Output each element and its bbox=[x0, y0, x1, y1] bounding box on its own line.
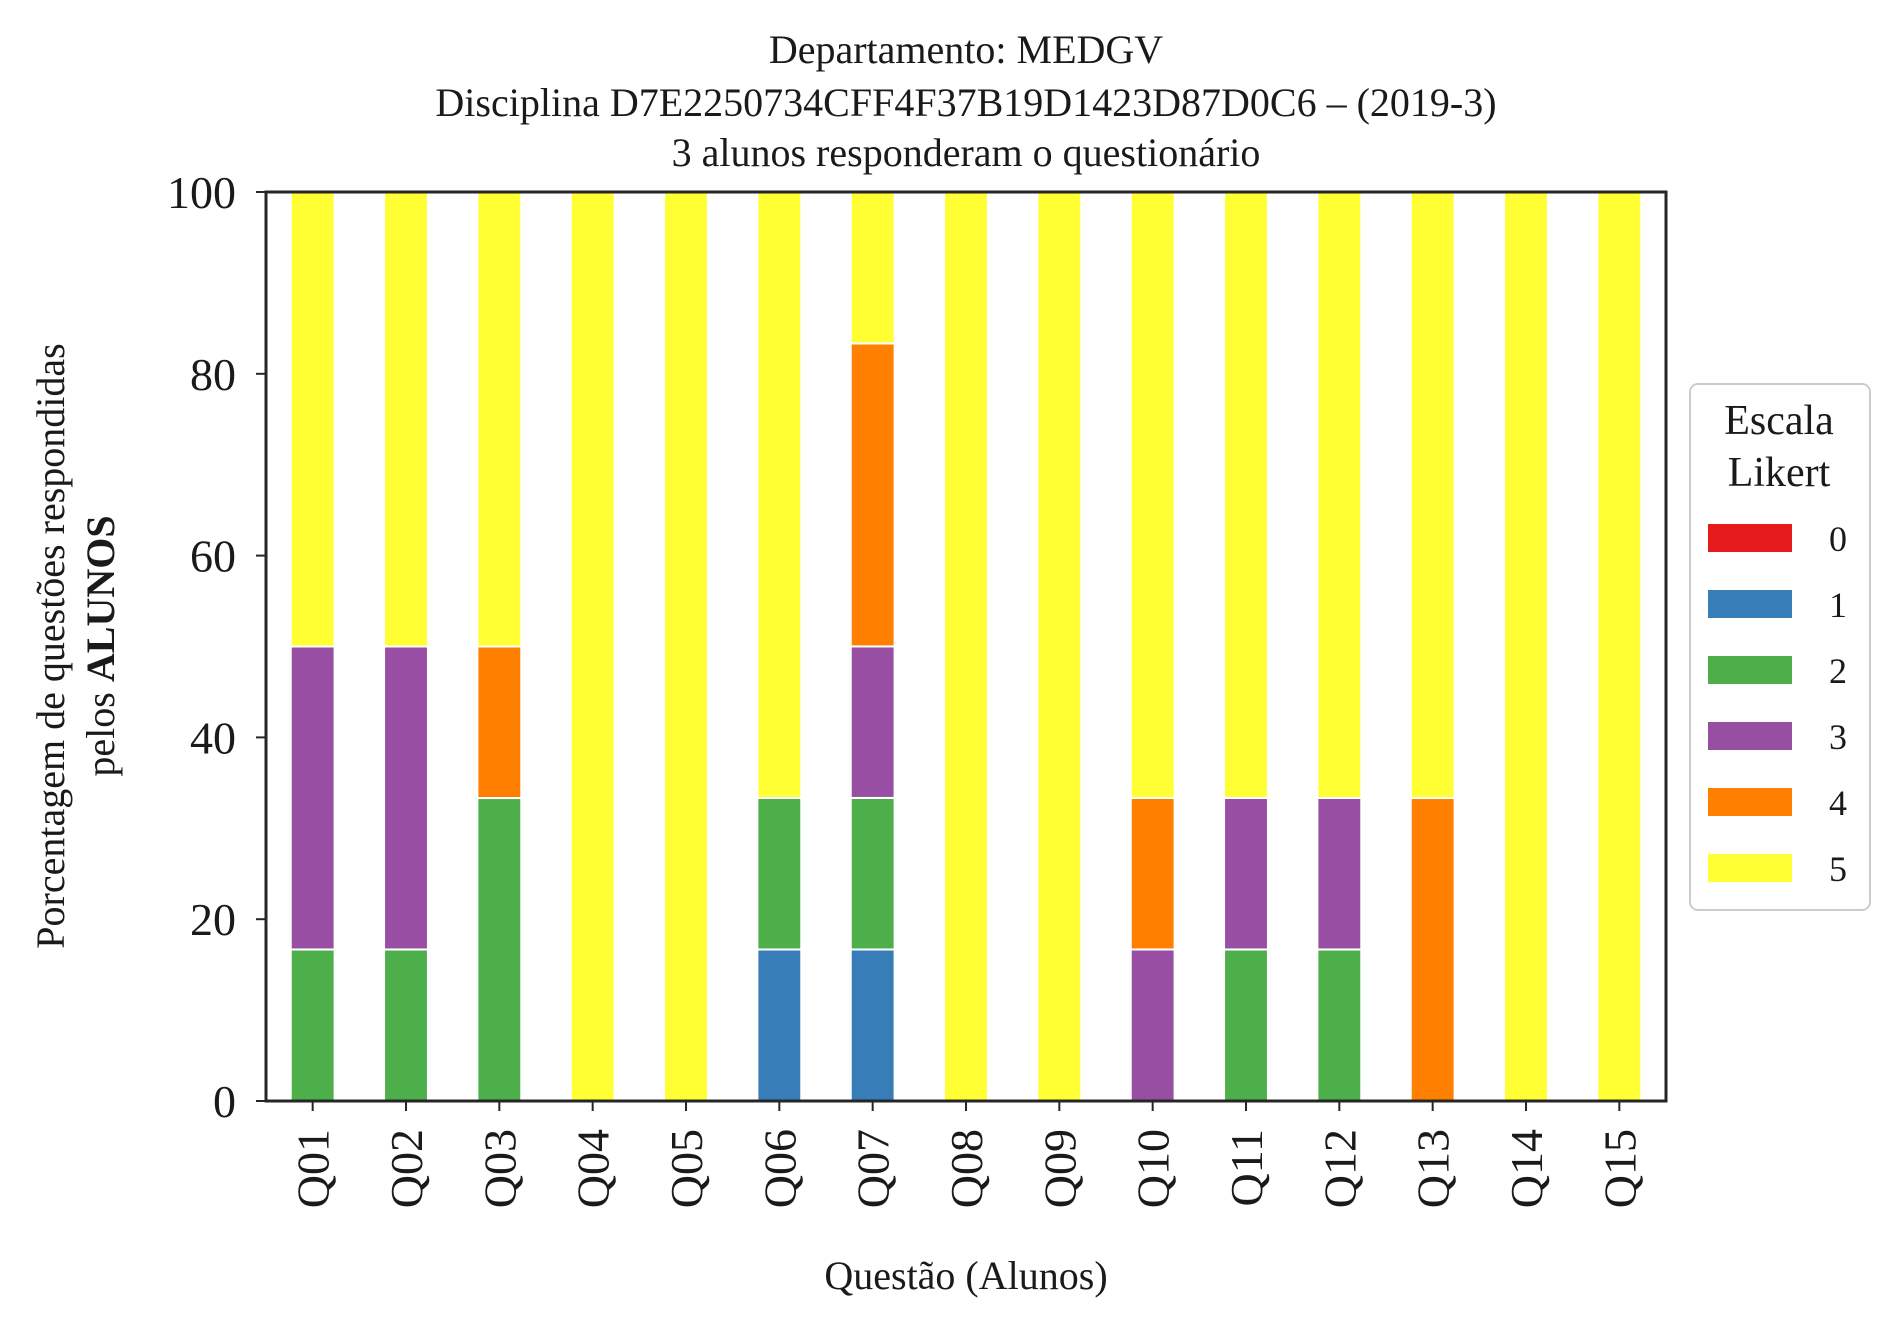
y-tick-label-0: 0 bbox=[213, 1076, 236, 1127]
y-axis-label-bold: ALUNOS bbox=[78, 515, 123, 682]
bar-q06-level-2 bbox=[756, 796, 803, 951]
chart-title-line-2: Disciplina D7E2250734CFF4F37B19D1423D87D… bbox=[435, 80, 1496, 125]
bar-q07-level-5 bbox=[849, 190, 896, 345]
bar-q03-level-5 bbox=[476, 191, 523, 648]
bar-q06-level-5 bbox=[756, 190, 803, 799]
x-tick-label-q13: Q13 bbox=[1408, 1129, 1459, 1208]
y-axis-label-line-1: Porcentagem de questões respondidas bbox=[28, 343, 73, 948]
legend-swatch-0 bbox=[1708, 524, 1792, 552]
y-axis-label-line-2: pelos ALUNOS bbox=[78, 515, 123, 776]
bar-q07-level-2 bbox=[849, 796, 896, 951]
y-tick-label-40: 40 bbox=[190, 712, 236, 763]
bar-q10-level-4 bbox=[1129, 796, 1176, 951]
x-tick-label-q14: Q14 bbox=[1501, 1129, 1552, 1208]
bar-q13-level-5 bbox=[1409, 191, 1456, 800]
x-tick-label-q15: Q15 bbox=[1594, 1129, 1645, 1208]
bar-q11-level-5 bbox=[1223, 190, 1269, 799]
bar-q11-level-2 bbox=[1223, 948, 1269, 1103]
bar-q12-level-3 bbox=[1316, 796, 1363, 951]
chart-title-line-3: 3 alunos responderam o questionário bbox=[672, 130, 1261, 175]
y-tick-label-60: 60 bbox=[190, 531, 236, 582]
x-tick-label-q10: Q10 bbox=[1128, 1129, 1179, 1208]
x-tick-label-q05: Q05 bbox=[661, 1129, 712, 1208]
x-tick-label-q11: Q11 bbox=[1221, 1129, 1272, 1207]
bar-q10-level-5 bbox=[1129, 190, 1176, 799]
x-tick-label-q12: Q12 bbox=[1314, 1129, 1365, 1208]
y-axis-label-prefix: pelos bbox=[78, 682, 123, 776]
bar-q12-level-5 bbox=[1316, 190, 1363, 799]
x-axis-label: Questão (Alunos) bbox=[824, 1253, 1107, 1298]
bar-q15-level-5 bbox=[1596, 191, 1643, 1102]
x-tick-label-q04: Q04 bbox=[568, 1129, 619, 1208]
bar-q02-level-5 bbox=[383, 191, 429, 648]
legend-label-5: 5 bbox=[1829, 849, 1847, 889]
legend-label-0: 0 bbox=[1829, 519, 1847, 559]
y-tick-label-100: 100 bbox=[167, 167, 236, 218]
legend-label-3: 3 bbox=[1829, 717, 1847, 757]
x-tick-label-q09: Q09 bbox=[1034, 1129, 1085, 1208]
legend-label-1: 1 bbox=[1829, 585, 1847, 625]
x-tick-label-q01: Q01 bbox=[288, 1129, 339, 1208]
x-tick-label-q02: Q02 bbox=[381, 1129, 432, 1208]
legend-frame bbox=[1689, 383, 1871, 911]
legend-items: 0 1 2 3 4 5 bbox=[1708, 519, 1847, 889]
bar-q02-level-3 bbox=[383, 645, 429, 951]
bar-q04-level-5 bbox=[569, 191, 616, 1102]
bar-q12-level-2 bbox=[1316, 948, 1363, 1103]
bar-q14-level-5 bbox=[1503, 191, 1549, 1102]
legend-label-4: 4 bbox=[1829, 783, 1847, 823]
x-tick-label-q08: Q08 bbox=[941, 1129, 992, 1208]
bar-q07-level-1 bbox=[849, 948, 896, 1103]
chart-title-line-1: Departamento: MEDGV bbox=[769, 27, 1163, 72]
legend-swatch-4 bbox=[1708, 788, 1792, 816]
bar-q10-level-3 bbox=[1129, 948, 1176, 1103]
bar-q07-level-4 bbox=[849, 342, 896, 648]
x-tick-label-q07: Q07 bbox=[848, 1129, 899, 1208]
bar-q01-level-2 bbox=[289, 948, 336, 1103]
x-tick-label-q03: Q03 bbox=[474, 1129, 525, 1208]
bar-q05-level-5 bbox=[663, 191, 709, 1102]
bars-group bbox=[289, 190, 1643, 1103]
bar-q06-level-1 bbox=[756, 948, 803, 1103]
legend: Escala Likert 0 1 2 3 4 5 bbox=[1689, 383, 1871, 911]
y-axis-label: Porcentagem de questões respondidas pelo… bbox=[28, 343, 123, 948]
y-tick-label-80: 80 bbox=[190, 349, 236, 400]
legend-swatch-2 bbox=[1708, 656, 1792, 684]
bar-q01-level-5 bbox=[289, 191, 336, 648]
legend-label-2: 2 bbox=[1829, 651, 1847, 691]
legend-swatch-1 bbox=[1708, 590, 1792, 618]
x-ticks: Q01 Q02 Q03 Q04 Q05 Q06 Q07 Q08 Q09 Q10 Q11 Q12 Q13 Q… bbox=[288, 1101, 1645, 1208]
legend-title-line-2: Likert bbox=[1728, 450, 1831, 496]
bar-q09-level-5 bbox=[1036, 191, 1083, 1102]
legend-swatch-5 bbox=[1708, 854, 1792, 882]
bar-q08-level-5 bbox=[943, 191, 989, 1102]
bar-q03-level-4 bbox=[476, 645, 523, 800]
y-ticks: 0 20 40 60 80 100 bbox=[167, 167, 266, 1127]
x-tick-label-q06: Q06 bbox=[754, 1129, 805, 1208]
bar-q11-level-3 bbox=[1223, 796, 1269, 951]
bar-q01-level-3 bbox=[289, 645, 336, 951]
bar-q03-level-2 bbox=[476, 797, 523, 1102]
legend-swatch-3 bbox=[1708, 722, 1792, 750]
bar-q02-level-2 bbox=[383, 948, 429, 1103]
bar-q07-level-3 bbox=[849, 645, 896, 799]
y-tick-label-20: 20 bbox=[190, 894, 236, 945]
legend-title-line-1: Escala bbox=[1724, 398, 1834, 444]
bar-q13-level-4 bbox=[1409, 797, 1456, 1102]
